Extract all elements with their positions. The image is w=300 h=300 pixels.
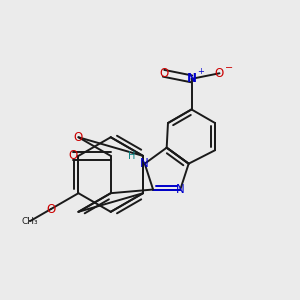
Text: N: N bbox=[176, 183, 185, 196]
Text: O: O bbox=[215, 67, 224, 80]
Text: N: N bbox=[140, 157, 149, 170]
Text: O: O bbox=[74, 131, 83, 144]
Text: H: H bbox=[128, 151, 136, 161]
Text: O: O bbox=[69, 149, 78, 162]
Text: CH₃: CH₃ bbox=[22, 217, 38, 226]
Text: −: − bbox=[225, 63, 233, 74]
Text: N: N bbox=[187, 72, 196, 86]
Text: O: O bbox=[159, 67, 168, 80]
Text: +: + bbox=[197, 68, 204, 76]
Text: O: O bbox=[46, 202, 56, 215]
